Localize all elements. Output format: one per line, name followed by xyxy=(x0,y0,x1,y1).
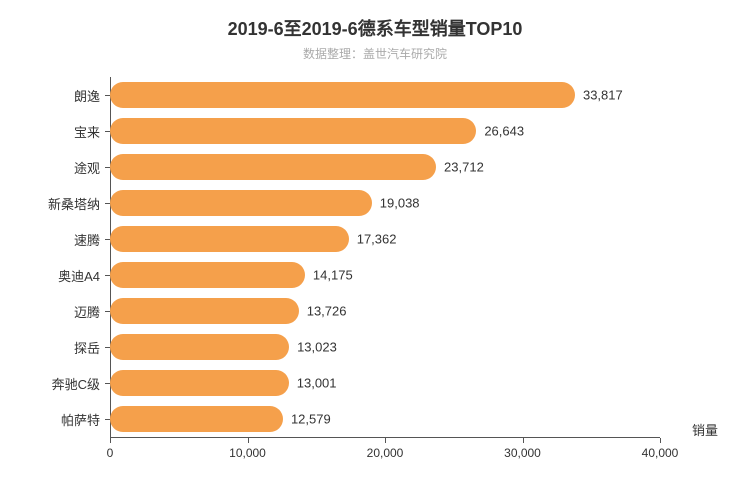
x-tick xyxy=(110,438,111,443)
bar: 26,643 xyxy=(110,118,476,144)
x-tick xyxy=(385,438,386,443)
chart-title: 2019-6至2019-6德系车型销量TOP10 xyxy=(20,15,730,41)
bar: 33,817 xyxy=(110,82,575,108)
bar-row: 途观23,712 xyxy=(110,149,660,185)
bar-row: 奔驰C级13,001 xyxy=(110,365,660,401)
bar: 13,001 xyxy=(110,370,289,396)
bar: 13,726 xyxy=(110,298,299,324)
value-label: 13,001 xyxy=(297,376,337,391)
x-tick-label: 40,000 xyxy=(642,446,679,460)
bar-row: 探岳13,023 xyxy=(110,329,660,365)
x-tick xyxy=(248,438,249,443)
y-axis-label: 探岳 xyxy=(20,338,100,357)
bar-row: 朗逸33,817 xyxy=(110,77,660,113)
bar-row: 宝来26,643 xyxy=(110,113,660,149)
bar-row: 速腾17,362 xyxy=(110,221,660,257)
y-axis-label: 帕萨特 xyxy=(20,410,100,429)
bar-row: 新桑塔纳19,038 xyxy=(110,185,660,221)
bar-row: 帕萨特12,579 xyxy=(110,401,660,437)
x-tick xyxy=(523,438,524,443)
y-axis-label: 宝来 xyxy=(20,122,100,141)
value-label: 26,643 xyxy=(484,124,524,139)
chart-subtitle: 数据整理：盖世汽车研究院 xyxy=(20,45,730,62)
bar: 12,579 xyxy=(110,406,283,432)
y-axis-label: 途观 xyxy=(20,158,100,177)
chart-container: 2019-6至2019-6德系车型销量TOP10 数据整理：盖世汽车研究院 朗逸… xyxy=(0,0,750,500)
y-axis-label: 奥迪A4 xyxy=(20,266,100,285)
x-tick-label: 30,000 xyxy=(504,446,541,460)
y-axis-label: 迈腾 xyxy=(20,302,100,321)
value-label: 13,726 xyxy=(307,304,347,319)
value-label: 14,175 xyxy=(313,268,353,283)
x-tick xyxy=(660,438,661,443)
bar-row: 奥迪A414,175 xyxy=(110,257,660,293)
x-tick-label: 0 xyxy=(107,446,114,460)
value-label: 33,817 xyxy=(583,88,623,103)
plot-area: 朗逸33,817宝来26,643途观23,712新桑塔纳19,038速腾17,3… xyxy=(110,77,660,462)
value-label: 13,023 xyxy=(297,340,337,355)
x-axis: 销量 010,00020,00030,00040,000 xyxy=(110,437,660,462)
x-tick-label: 20,000 xyxy=(367,446,404,460)
y-axis-label: 新桑塔纳 xyxy=(20,194,100,213)
bar-row: 迈腾13,726 xyxy=(110,293,660,329)
y-axis-label: 速腾 xyxy=(20,230,100,249)
y-axis-label: 奔驰C级 xyxy=(20,374,100,393)
x-tick-label: 10,000 xyxy=(229,446,266,460)
value-label: 17,362 xyxy=(357,232,397,247)
bar: 23,712 xyxy=(110,154,436,180)
value-label: 19,038 xyxy=(380,196,420,211)
x-axis-title: 销量 xyxy=(692,420,718,439)
bar: 14,175 xyxy=(110,262,305,288)
y-axis-label: 朗逸 xyxy=(20,86,100,105)
bar: 17,362 xyxy=(110,226,349,252)
bar: 19,038 xyxy=(110,190,372,216)
bar: 13,023 xyxy=(110,334,289,360)
bars-wrapper: 朗逸33,817宝来26,643途观23,712新桑塔纳19,038速腾17,3… xyxy=(110,77,660,437)
value-label: 12,579 xyxy=(291,412,331,427)
value-label: 23,712 xyxy=(444,160,484,175)
